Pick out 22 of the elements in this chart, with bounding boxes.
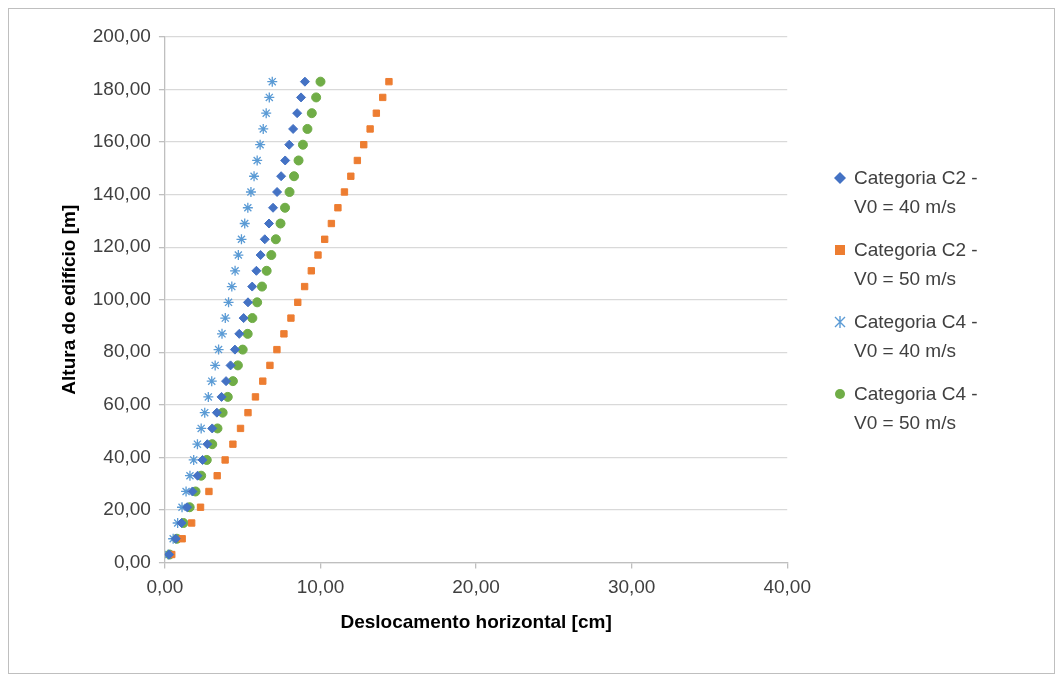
legend-label: Categoria C4 - V0 = 40 m/s bbox=[854, 310, 979, 363]
x-tick-label: 0,00 bbox=[146, 576, 184, 598]
y-tick-label: 200,00 bbox=[92, 25, 151, 47]
x-tick-label: 20,00 bbox=[452, 576, 500, 598]
y-tick-label: 0,00 bbox=[113, 550, 151, 572]
x-tick-label: 10,00 bbox=[296, 576, 345, 598]
y-axis-title: Altura do edifício [m] bbox=[57, 204, 79, 395]
y-tick-label: 140,00 bbox=[92, 182, 151, 204]
legend-label: Categoria C2 - V0 = 50 m/s bbox=[854, 238, 979, 291]
legend-label: Categoria C4 - V0 = 50 m/s bbox=[854, 382, 979, 435]
y-tick-label: 160,00 bbox=[92, 130, 151, 152]
x-axis-title: Deslocamento horizontal [cm] bbox=[340, 610, 612, 632]
x-tick-label: 40,00 bbox=[763, 576, 811, 598]
y-tick-label: 20,00 bbox=[103, 498, 151, 520]
x-tick-label: 30,00 bbox=[607, 576, 656, 598]
y-tick-label: 60,00 bbox=[103, 393, 151, 415]
legend-label: Categoria C2 - V0 = 40 m/s bbox=[854, 166, 979, 219]
y-tick-label: 120,00 bbox=[92, 235, 151, 257]
y-tick-label: 100,00 bbox=[92, 287, 151, 309]
y-tick-label: 40,00 bbox=[103, 445, 151, 467]
y-tick-label: 80,00 bbox=[103, 340, 151, 362]
y-tick-label: 180,00 bbox=[92, 77, 151, 99]
